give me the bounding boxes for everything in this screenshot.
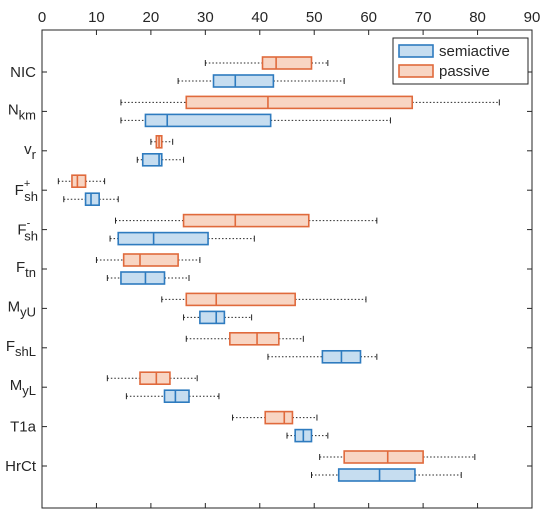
iqr-box [163, 389, 190, 404]
box-semiactive-NIC [177, 74, 345, 88]
iqr-box [343, 450, 424, 464]
iqr-box [84, 192, 100, 206]
iqr-box [182, 213, 310, 228]
category-label-t1a: T1a [10, 419, 37, 436]
category-label-base: M [10, 377, 23, 394]
iqr-box [139, 371, 171, 386]
category-label-nic: NIC [10, 64, 36, 81]
category-label-sup: + [24, 178, 30, 190]
iqr-box [264, 410, 294, 425]
iqr-box [185, 95, 414, 110]
iqr-box [122, 253, 179, 267]
iqr-box [144, 113, 272, 128]
box-semiactive-MyL [125, 389, 220, 404]
box-passive-Ftn [95, 253, 201, 267]
category-label-sub: yL [22, 383, 36, 398]
box-semiactive-HrCt [311, 468, 462, 482]
x-tick-label: 90 [524, 9, 541, 26]
category-label-sub: yU [20, 304, 36, 319]
category-label-sub: sh [24, 229, 38, 244]
iqr-box [229, 331, 280, 346]
iqr-box [199, 310, 226, 325]
x-tick-label: 60 [360, 9, 377, 26]
x-tick-label: 50 [306, 9, 323, 26]
category-label-myu: MyU [8, 298, 36, 319]
category-label-vr: vr [24, 141, 37, 162]
iqr-box [71, 174, 87, 188]
category-label-base: T1a [10, 419, 37, 436]
category-label-base: F [6, 338, 15, 355]
box-passive-Fsh- [115, 213, 378, 228]
box-passive-NIC [204, 56, 329, 70]
legend: semiactive passive [392, 37, 529, 85]
category-label-base: NIC [10, 64, 36, 81]
category-label-sup: - [27, 218, 31, 230]
legend-swatch-semiactive [398, 44, 434, 58]
legend-swatch-passive [398, 64, 434, 78]
box-semiactive-Fsh+ [63, 192, 119, 206]
box-passive-MyU [161, 292, 367, 307]
iqr-box [337, 468, 416, 482]
box-passive-FshL [185, 331, 304, 346]
iqr-box [117, 231, 209, 246]
box-passive-Nkm [120, 95, 500, 110]
x-tick-label: 0 [38, 9, 46, 26]
box-passive-MyL [106, 371, 198, 386]
x-tick-label: 70 [415, 9, 432, 26]
x-tick-label: 10 [88, 9, 105, 26]
category-label-nkm: Nkm [8, 101, 36, 122]
x-tick-label: 40 [251, 9, 268, 26]
iqr-box [185, 292, 296, 307]
iqr-box [212, 74, 275, 88]
iqr-box [141, 153, 163, 167]
iqr-box [120, 271, 166, 285]
box-semiactive-MyU [183, 310, 253, 325]
category-label-base: F [17, 222, 26, 239]
box-passive-T1a [232, 410, 318, 425]
box-passive-vr [150, 135, 174, 149]
x-tick-label: 20 [143, 9, 160, 26]
category-label-fshl: FshL [6, 338, 36, 359]
box-semiactive-vr [136, 153, 185, 167]
legend-label-semiactive: semiactive [439, 43, 510, 60]
box-semiactive-Fsh- [109, 231, 255, 246]
category-label-base: F [16, 259, 25, 276]
category-label-base: N [8, 101, 19, 118]
box-semiactive-Ftn [106, 271, 190, 285]
category-label-base: F [15, 182, 24, 199]
iqr-box [261, 56, 313, 70]
category-label-fsh: F-sh [17, 218, 38, 244]
category-label-sub: r [32, 147, 37, 162]
category-label-base: HrCt [5, 458, 37, 475]
box-semiactive-T1a [286, 428, 329, 443]
box-semiactive-Nkm [120, 113, 391, 128]
x-tick-label: 30 [197, 9, 214, 26]
x-tick-label: 80 [469, 9, 486, 26]
category-label-sub: sh [24, 189, 38, 204]
category-label-ftn: Ftn [16, 259, 36, 280]
category-label-myl: MyL [10, 377, 36, 398]
x-axis: 0 10 20 30 40 50 60 70 80 90 [38, 9, 541, 508]
box-semiactive-FshL [267, 349, 378, 364]
category-label-sub: shL [15, 344, 36, 359]
category-label-fsh: F+ sh [15, 178, 38, 204]
category-label-sub: km [19, 107, 36, 122]
category-label-base: M [8, 298, 21, 315]
category-label-hrct: HrCt [5, 458, 37, 475]
box-passive-HrCt [319, 450, 476, 464]
legend-label-passive: passive [439, 63, 490, 80]
box-passive-Fsh+ [57, 174, 106, 188]
category-label-base: v [24, 141, 32, 158]
category-label-sub: tn [25, 265, 36, 280]
boxes-layer [57, 56, 500, 482]
